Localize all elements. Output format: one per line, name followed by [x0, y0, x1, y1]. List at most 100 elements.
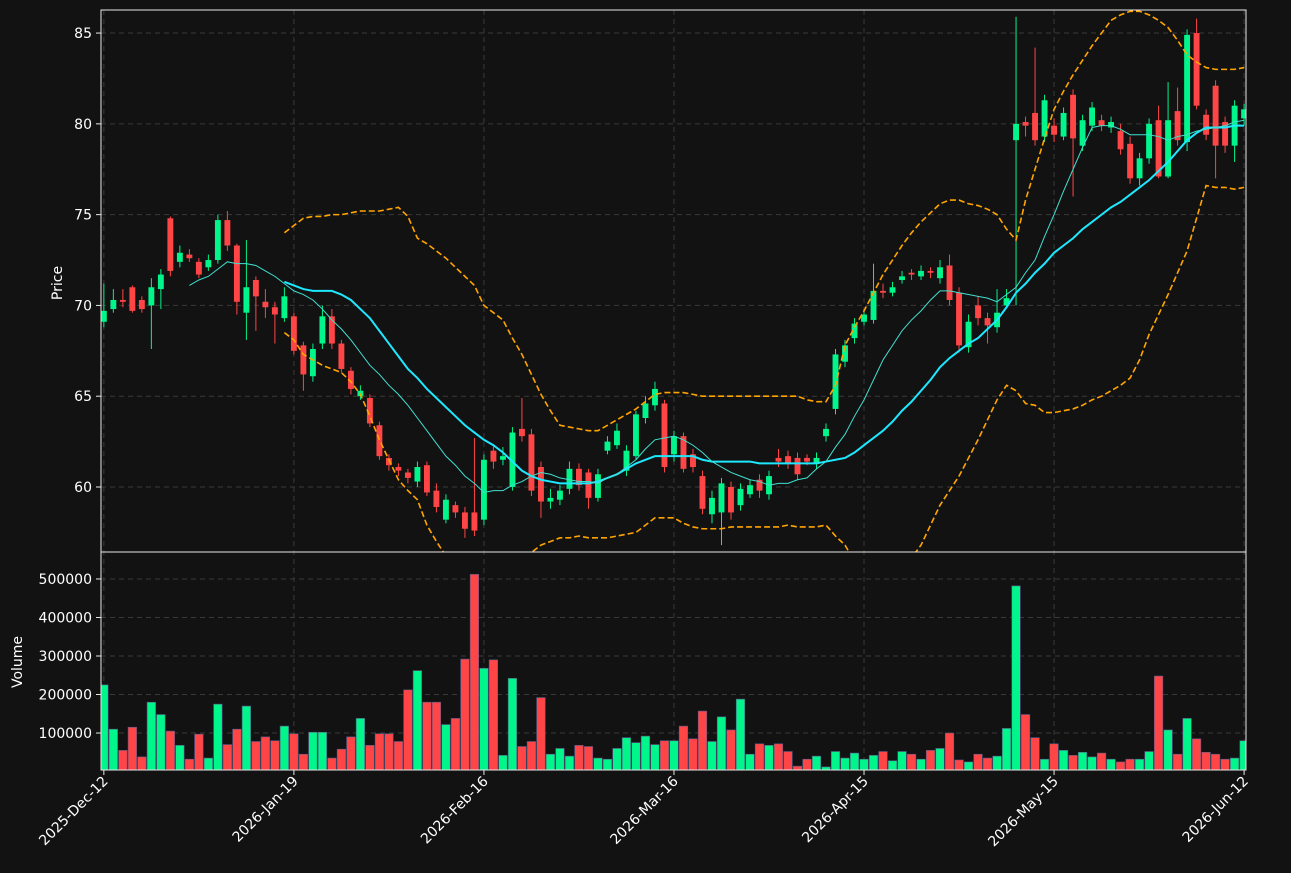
candle-body	[794, 457, 801, 475]
volume-bar	[251, 741, 261, 770]
candle-body	[1041, 100, 1048, 137]
volume-bar	[498, 755, 508, 770]
volume-bar	[697, 710, 708, 770]
candle-body	[956, 292, 962, 346]
candle-body	[652, 388, 658, 406]
candle-body	[366, 398, 373, 424]
candle-body	[1070, 94, 1077, 139]
candle-body	[300, 345, 307, 375]
candle-body	[671, 436, 677, 455]
candle-body	[870, 290, 877, 320]
candle-body	[328, 316, 335, 344]
candle-body	[138, 299, 145, 310]
volume-bar	[222, 744, 232, 770]
candle-body	[471, 512, 478, 531]
candle-body	[186, 254, 193, 259]
candle-body	[699, 476, 706, 509]
candle-body	[281, 296, 288, 319]
candle-body	[1146, 123, 1153, 159]
candle-body	[376, 425, 383, 457]
volume-bar	[973, 753, 983, 770]
candle-body	[347, 370, 354, 389]
candle-body	[690, 454, 696, 468]
candle-body	[899, 276, 905, 281]
volume-bar	[612, 748, 622, 770]
volume-bar	[849, 752, 860, 770]
volume-bar	[156, 714, 166, 770]
indicator-line	[283, 184, 1245, 552]
candle-body	[614, 430, 620, 446]
candle-body	[661, 403, 668, 468]
volume-bar	[811, 755, 822, 770]
candle-body	[1108, 122, 1115, 128]
price-panel	[101, 10, 1246, 552]
volume-bar	[1135, 758, 1145, 770]
volume-bar	[878, 751, 888, 770]
candle-body	[1003, 298, 1010, 306]
candle-body	[642, 403, 649, 418]
volume-bar	[954, 759, 964, 770]
volume-bar	[716, 716, 727, 770]
volume-bar	[441, 724, 451, 770]
volume-bar	[175, 745, 185, 770]
volume-bar	[906, 753, 917, 770]
candle-body	[490, 450, 497, 462]
indicator-line	[284, 124, 1245, 485]
candle-body	[1127, 143, 1134, 179]
candle-body	[1184, 34, 1191, 143]
candle-body	[110, 299, 117, 310]
candle-body	[395, 467, 402, 471]
volume-bar	[384, 733, 394, 770]
volume-bar	[1001, 728, 1012, 770]
candle-body	[1051, 125, 1058, 135]
candle-body	[538, 467, 544, 502]
candle-body	[737, 488, 744, 506]
volume-bar	[963, 761, 974, 770]
volume-bar	[1173, 753, 1183, 770]
volume-bar	[127, 726, 137, 770]
volume-bar	[982, 757, 993, 770]
volume-bar	[802, 758, 812, 770]
volume-bar	[1106, 758, 1116, 770]
y-tick-label: 75	[74, 208, 92, 224]
volume-bar	[203, 757, 213, 770]
candle-body	[414, 467, 421, 482]
volume-bar	[631, 742, 641, 770]
volume-bar	[1058, 750, 1069, 770]
candle-body	[918, 270, 924, 277]
volume-bar	[1020, 714, 1031, 770]
candle-body	[927, 270, 934, 273]
volume-bar	[707, 741, 717, 770]
volume-bar	[545, 753, 556, 770]
volume-bar	[101, 684, 109, 770]
candle-body	[557, 490, 563, 500]
candle-body	[480, 459, 487, 520]
volume-bar	[194, 733, 204, 770]
candle-body	[861, 314, 867, 322]
volume-bar	[393, 741, 403, 770]
candle-body	[1174, 111, 1181, 141]
volume-bar	[678, 725, 689, 770]
y-tick-label: 400000	[39, 610, 92, 626]
volume-bar	[165, 730, 175, 770]
volume-bar	[346, 736, 356, 770]
candle-body	[423, 465, 430, 493]
volume-bar	[887, 760, 898, 770]
y-tick-label: 500000	[39, 572, 92, 588]
volume-bar	[431, 701, 441, 770]
volume-bar	[146, 701, 156, 770]
candle-body	[633, 414, 639, 457]
volume-bar	[184, 758, 194, 770]
volume-bar	[1096, 752, 1107, 770]
volume-frame	[100, 551, 1247, 771]
volume-bar	[137, 756, 147, 770]
candle-body	[499, 456, 506, 460]
candle-body	[1241, 109, 1246, 119]
volume-bar	[1125, 758, 1135, 770]
volume-bar	[792, 765, 803, 770]
volume-bar	[403, 689, 413, 770]
candle-body	[167, 218, 174, 271]
candle-body	[214, 220, 221, 261]
volume-axis-label: Volume	[10, 636, 26, 688]
